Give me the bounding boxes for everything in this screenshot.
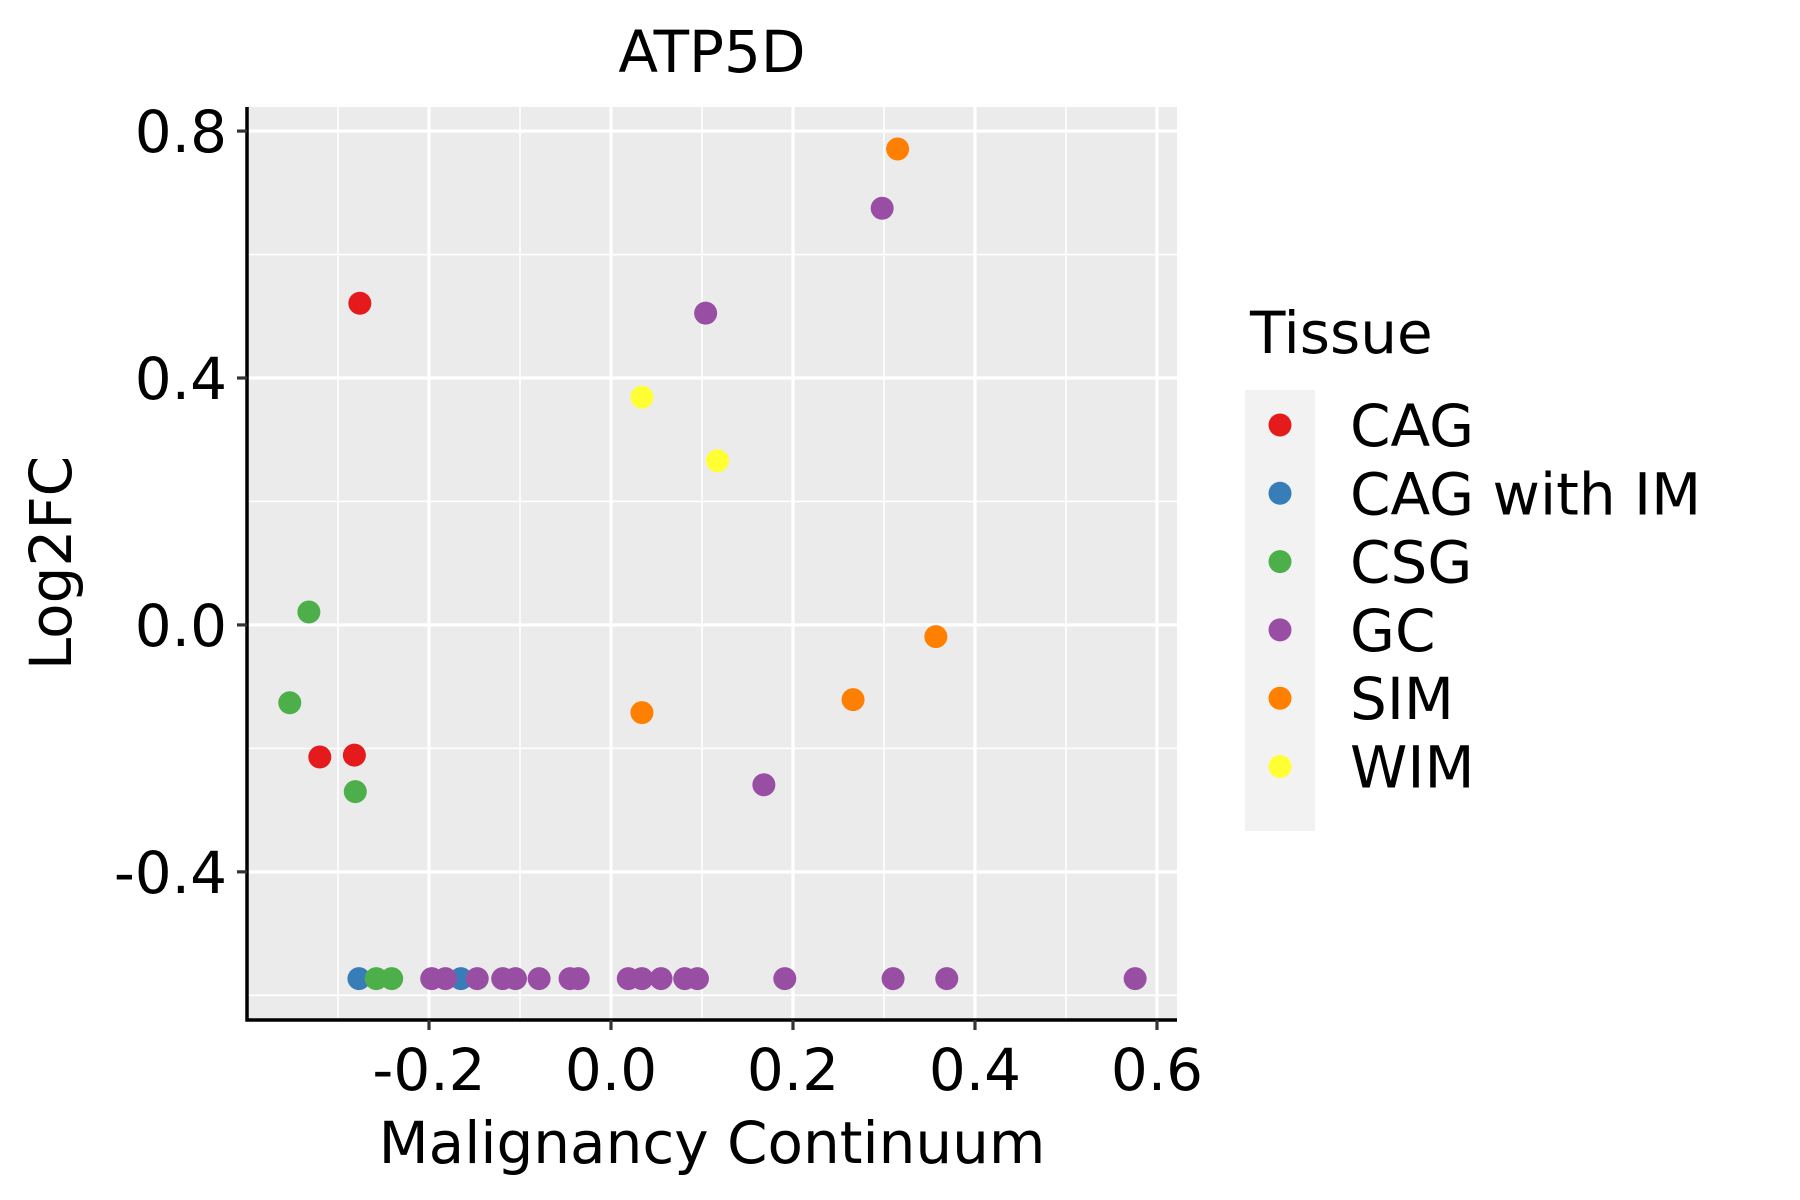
data-point-csg [343,780,367,804]
legend-label: GC [1350,597,1435,665]
legend-label: CSG [1350,529,1472,597]
data-point-gc [773,967,797,991]
legend-label: WIM [1350,734,1475,802]
legend-label: CAG [1350,392,1474,460]
data-point-gc [527,967,551,991]
y-tick-label: 0.4 [135,345,227,413]
x-tick-label: 0.2 [747,1036,839,1104]
data-point-wim [630,385,654,409]
data-point-cag [348,291,372,315]
x-tick-label: -0.2 [372,1036,485,1104]
legend-label: CAG with IM [1350,460,1701,528]
minor-gridlines [247,107,1177,1020]
legend-key-sim [1268,686,1292,710]
x-axis-title: Malignancy Continuum [379,1109,1046,1177]
legend-item-wim: WIM [1268,734,1475,802]
data-point-gc [881,967,905,991]
data-point-sim [841,688,865,712]
data-point-sim [886,137,910,161]
x-axis-ticks: -0.2 0.0 0.2 0.4 0.6 [372,1020,1203,1104]
data-point-gc [630,967,654,991]
data-point-gc [935,967,959,991]
data-point-cag-with-im [347,967,371,991]
x-tick-label: 0.0 [565,1036,657,1104]
y-axis-ticks: -0.4 0.0 0.4 0.8 [114,98,247,907]
legend-item-csg: CSG [1268,529,1472,597]
data-point-gc [566,967,590,991]
data-point-gc [870,196,894,220]
legend-item-gc: GC [1268,597,1435,665]
data-point-gc [503,967,527,991]
plot-panel [247,107,1177,1020]
legend-item-cag: CAG [1268,392,1474,460]
major-gridlines [247,107,1177,1020]
data-point-sim [630,701,654,725]
chart-title: ATP5D [618,18,805,86]
legend-key-wim [1268,755,1292,778]
legend-label: SIM [1350,665,1454,733]
data-point-gc [752,773,776,797]
x-tick-label: 0.4 [929,1036,1021,1104]
legend-title: Tissue [1249,299,1433,367]
legend-key-cag [1268,413,1292,437]
data-point-gc [649,967,673,991]
y-tick-label: 0.0 [135,592,227,660]
data-point-csg [380,967,404,991]
data-point-gc [685,967,709,991]
data-point-gc [694,301,718,325]
x-tick-label: 0.6 [1111,1036,1203,1104]
legend-key-csg [1268,550,1292,574]
data-point-gc [1123,967,1147,991]
legend-key-cag-with-im [1268,481,1292,505]
data-point-csg [297,600,321,624]
y-tick-label: 0.8 [135,98,227,166]
data-points [278,137,1147,991]
legend-key-gc [1268,618,1292,642]
y-axis-title: Log2FC [17,456,85,670]
data-point-csg [278,691,302,715]
data-point-cag [308,745,332,769]
legend-item-sim: SIM [1268,665,1454,733]
data-point-cag [342,743,366,767]
data-point-gc [465,967,489,991]
data-point-gc [433,967,457,991]
y-tick-label: -0.4 [114,839,227,907]
data-point-wim [705,449,729,473]
legend-item-cag-with-im: CAG with IM [1268,460,1701,528]
data-point-sim [924,625,948,649]
